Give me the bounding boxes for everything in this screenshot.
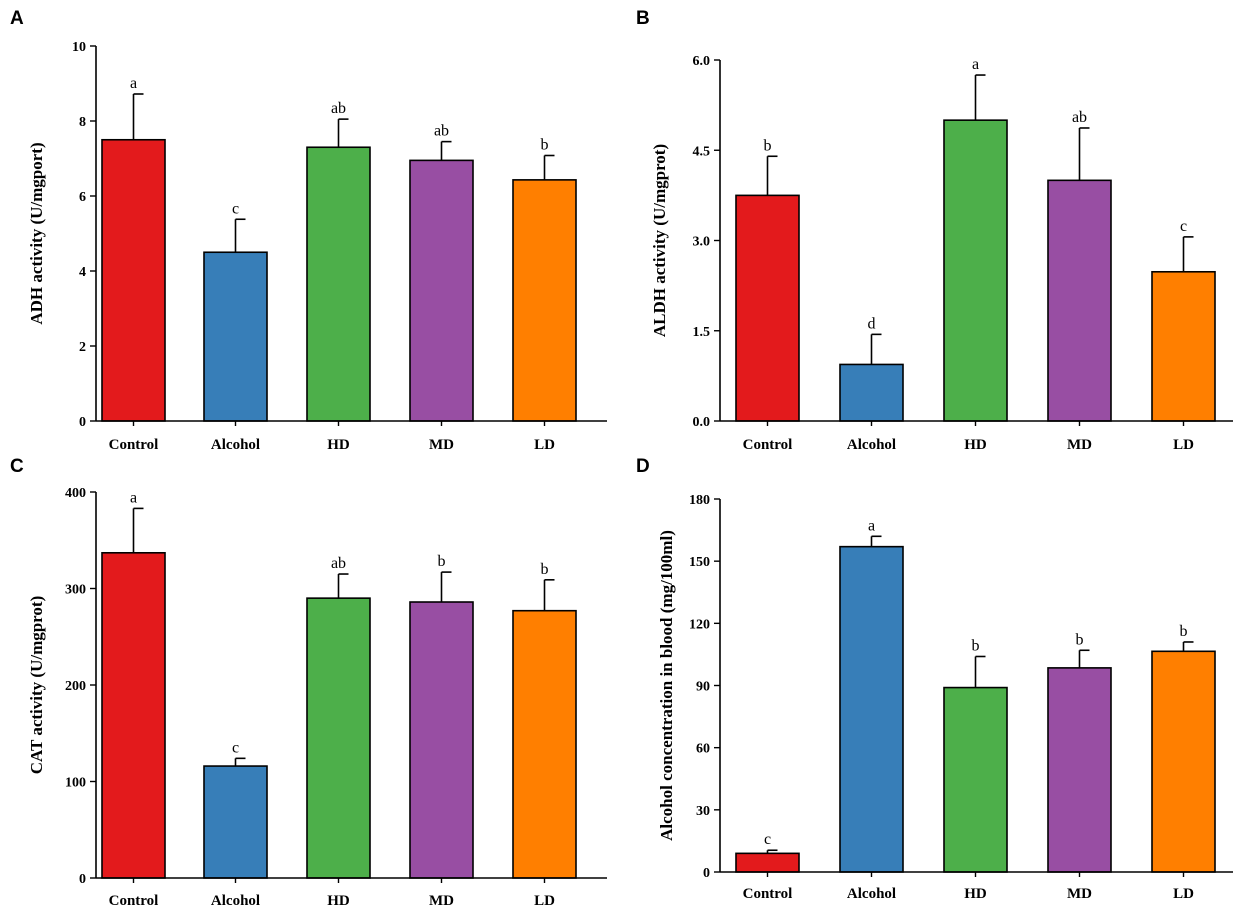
x-tick-label-ld: LD xyxy=(1173,437,1194,453)
y-tick-label: 100 xyxy=(65,776,86,791)
significance-label-md: ab xyxy=(434,123,449,140)
panel-label: A xyxy=(10,8,24,29)
y-tick-label: 0 xyxy=(79,415,86,430)
significance-label-control: a xyxy=(130,489,137,506)
x-tick-label-alcohol: Alcohol xyxy=(847,437,896,453)
significance-label-alcohol: a xyxy=(868,517,875,534)
x-tick-label-hd: HD xyxy=(327,893,350,909)
y-tick-label: 180 xyxy=(689,493,710,508)
bar-ld xyxy=(1151,650,1216,873)
y-tick-label: 400 xyxy=(65,486,86,501)
bar-hd xyxy=(306,597,371,879)
panel-label: B xyxy=(636,8,650,29)
significance-label-md: b xyxy=(1076,631,1084,648)
significance-label-alcohol: c xyxy=(232,200,239,217)
bar-control xyxy=(735,194,800,422)
panel-label: C xyxy=(10,456,24,477)
x-tick-label-control: Control xyxy=(109,437,159,453)
bar-alcohol xyxy=(203,765,268,879)
bar-ld xyxy=(512,179,577,422)
significance-label-ld: c xyxy=(1180,218,1187,235)
bar-hd xyxy=(943,119,1008,422)
y-tick-label: 90 xyxy=(696,680,710,695)
y-tick-label: 6 xyxy=(79,190,86,205)
y-tick-label: 0.0 xyxy=(693,415,711,430)
bar-control xyxy=(101,138,166,422)
x-tick-label-ld: LD xyxy=(1173,886,1194,902)
y-tick-label: 3.0 xyxy=(693,235,711,250)
bar-ld xyxy=(1151,270,1216,422)
y-tick-label: 60 xyxy=(696,742,710,757)
bar-alcohol xyxy=(839,363,904,422)
bar-control xyxy=(735,852,800,873)
bar-alcohol xyxy=(839,545,904,873)
bar-alcohol xyxy=(203,251,268,422)
x-tick-label-hd: HD xyxy=(327,437,350,453)
significance-label-ld: b xyxy=(541,137,549,154)
chart-panel-c: Ca Control c Alcohol ab HD b MD b LD 0 100 200 300 400… xyxy=(10,456,607,909)
y-axis-title: Alcohol concentration in blood (mg/100ml… xyxy=(657,530,676,841)
x-tick-label-md: MD xyxy=(1067,437,1092,453)
y-tick-label: 10 xyxy=(72,40,86,55)
chart-panel-b: Bb Control d Alcohol a HD ab MD c LD 0.0 1.5 3.0 4.5 6… xyxy=(636,8,1233,453)
y-tick-label: 30 xyxy=(696,804,710,819)
bar-control xyxy=(101,551,166,879)
x-tick-label-ld: LD xyxy=(534,893,555,909)
bar-md xyxy=(409,601,474,879)
x-tick-label-alcohol: Alcohol xyxy=(211,893,260,909)
significance-label-hd: a xyxy=(972,56,979,73)
y-tick-label: 0 xyxy=(79,872,86,887)
x-tick-label-control: Control xyxy=(743,437,793,453)
y-tick-label: 120 xyxy=(689,617,710,632)
significance-label-hd: ab xyxy=(331,100,346,117)
significance-label-md: ab xyxy=(1072,109,1087,126)
x-tick-label-md: MD xyxy=(429,893,454,909)
x-tick-label-md: MD xyxy=(429,437,454,453)
bar-hd xyxy=(306,146,371,422)
significance-label-ld: b xyxy=(541,561,549,578)
bar-md xyxy=(409,159,474,422)
y-tick-label: 0 xyxy=(703,866,710,881)
y-tick-label: 4.5 xyxy=(693,144,711,159)
chart-panel-d: Dc Control a Alcohol b HD b MD b LD 0 30 60 90 120 150 1… xyxy=(636,456,1233,902)
x-tick-label-md: MD xyxy=(1067,886,1092,902)
x-tick-label-ld: LD xyxy=(534,437,555,453)
x-tick-label-alcohol: Alcohol xyxy=(847,886,896,902)
y-tick-label: 2 xyxy=(79,340,86,355)
y-tick-label: 6.0 xyxy=(693,54,711,69)
significance-label-ld: b xyxy=(1180,623,1188,640)
x-tick-label-control: Control xyxy=(109,893,159,909)
x-tick-label-alcohol: Alcohol xyxy=(211,437,260,453)
bar-hd xyxy=(943,686,1008,873)
significance-label-alcohol: d xyxy=(868,315,876,332)
bar-ld xyxy=(512,609,577,879)
x-tick-label-hd: HD xyxy=(964,886,987,902)
y-axis-title: ADH activity (U/mgport) xyxy=(27,142,46,324)
significance-label-hd: b xyxy=(972,637,980,654)
bar-md xyxy=(1047,667,1112,873)
significance-label-hd: ab xyxy=(331,555,346,572)
significance-label-control: a xyxy=(130,75,137,92)
y-axis-title: ALDH activity (U/mgprot) xyxy=(650,144,669,337)
significance-label-control: c xyxy=(764,831,771,848)
significance-label-alcohol: c xyxy=(232,739,239,756)
y-tick-label: 8 xyxy=(79,115,86,130)
x-tick-label-hd: HD xyxy=(964,437,987,453)
y-tick-label: 200 xyxy=(65,679,86,694)
x-tick-label-control: Control xyxy=(743,886,793,902)
y-tick-label: 1.5 xyxy=(693,325,711,340)
significance-label-md: b xyxy=(438,553,446,570)
panel-label: D xyxy=(636,456,650,477)
y-tick-label: 300 xyxy=(65,583,86,598)
y-tick-label: 4 xyxy=(79,265,86,280)
y-axis-title: CAT activity (U/mgprot) xyxy=(27,596,46,774)
chart-panel-a: Aa Control c Alcohol ab HD ab MD b LD 0 2 4 6 8 10 ADH a… xyxy=(10,8,607,453)
bar-md xyxy=(1047,179,1112,422)
significance-label-control: b xyxy=(764,137,772,154)
y-tick-label: 150 xyxy=(689,555,710,570)
